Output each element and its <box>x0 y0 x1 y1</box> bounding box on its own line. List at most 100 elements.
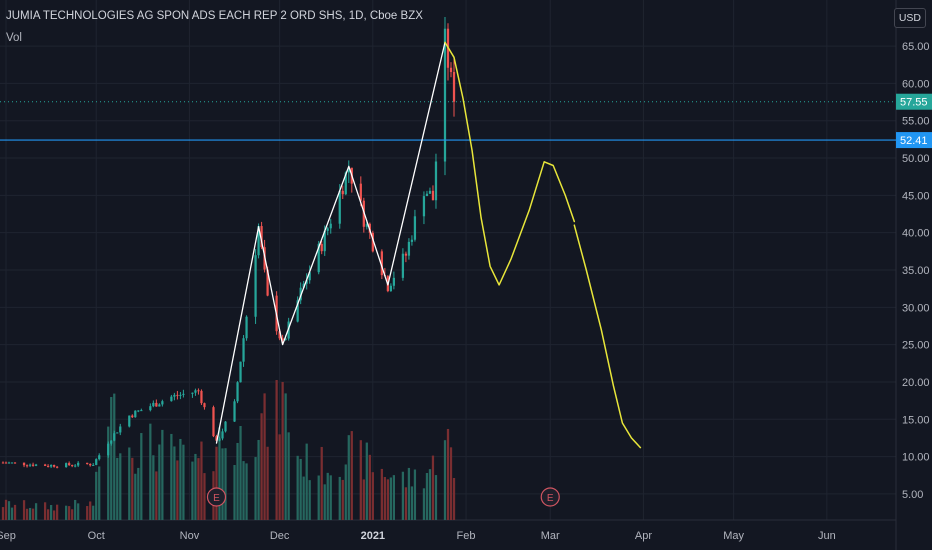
volume-bar <box>22 500 26 520</box>
volume-bar <box>329 475 332 520</box>
volume-bar <box>302 476 305 520</box>
price-tick-label: 30.00 <box>902 302 930 314</box>
candle-body <box>305 280 308 284</box>
candle-body <box>197 390 200 392</box>
volume-bar <box>1 507 5 520</box>
price-tick-label: 40.00 <box>902 228 930 240</box>
time-tick-label: 2021 <box>361 530 385 542</box>
volume-bar <box>200 441 203 520</box>
earnings-marker-circle <box>206 487 227 507</box>
volume-label: Vol <box>6 32 22 44</box>
price-tick-label: 50.00 <box>902 153 930 165</box>
volume-bar <box>365 442 368 520</box>
volume-bar <box>341 479 344 520</box>
candle-body <box>380 251 383 276</box>
candle-body <box>407 241 411 256</box>
candle-body <box>260 226 263 248</box>
volume-bar <box>215 446 218 520</box>
candle-body <box>140 410 143 412</box>
volume-bar <box>263 393 266 520</box>
candle-body <box>158 404 161 407</box>
candle-body <box>152 402 155 407</box>
candle-body <box>182 393 185 395</box>
volume-bar <box>113 393 116 520</box>
last-price-label-bg <box>896 93 932 110</box>
candle-body <box>13 462 17 464</box>
volume-bar <box>218 427 221 520</box>
price-tick-label: 35.00 <box>902 265 930 277</box>
volume-bar <box>116 457 119 520</box>
volume-bar <box>224 448 227 520</box>
candle-body <box>242 338 245 362</box>
candle-body <box>155 402 158 407</box>
candle-body <box>392 277 396 286</box>
volume-bar <box>350 431 353 520</box>
candle-body <box>257 226 260 256</box>
volume-bar <box>86 506 89 520</box>
volume-bar <box>299 458 302 520</box>
volume-bar <box>134 473 137 520</box>
candle-body <box>329 223 332 229</box>
volume-bar <box>56 504 59 520</box>
volume-bar <box>191 461 194 520</box>
volume-bar <box>173 446 176 520</box>
candle-body <box>344 172 347 195</box>
volume-bar <box>31 508 35 520</box>
candle-body <box>131 415 134 418</box>
time-tick-label: Apr <box>635 530 652 542</box>
candle-body <box>233 401 236 422</box>
volume-bar <box>245 463 248 520</box>
candle-body <box>74 465 77 467</box>
volume-bar <box>404 487 408 520</box>
volume-bar <box>49 505 53 520</box>
candle-body <box>161 401 164 405</box>
candle-body <box>89 464 92 466</box>
volume-bar <box>92 505 95 520</box>
currency-button[interactable]: USD <box>893 8 926 28</box>
volume-bar <box>362 479 365 520</box>
volume-bar <box>179 438 182 520</box>
volume-bar <box>25 508 29 520</box>
volume-bar <box>284 393 287 520</box>
candle-body <box>281 338 284 340</box>
volume-bar <box>194 453 197 520</box>
candle-body <box>422 196 426 217</box>
volume-bar <box>71 509 74 520</box>
volume-bar <box>233 465 236 520</box>
time-tick-label: Nov <box>180 530 200 542</box>
candle-body <box>137 410 140 412</box>
candle-body <box>212 407 215 437</box>
volume-bar <box>443 440 447 520</box>
time-tick-label: Dec <box>270 530 290 542</box>
earnings-marker[interactable]: E <box>206 487 227 507</box>
volume-bar <box>410 486 414 520</box>
candle-body <box>320 243 323 252</box>
forecast-yellow-1 <box>444 41 576 286</box>
volume-bar <box>281 381 284 520</box>
volume-bar <box>4 499 8 520</box>
candle-body <box>347 167 350 173</box>
volume-bar <box>317 475 320 520</box>
candle-body <box>191 392 194 394</box>
candle-body <box>4 462 8 464</box>
price-axis: 5.00 10.00 15.00 20.00 25.00 30.00 35.00 40.00 4… <box>902 41 930 501</box>
candle-body <box>365 223 368 227</box>
price-tick-label: 60.00 <box>902 78 930 90</box>
earnings-marker[interactable]: E <box>540 487 560 507</box>
volume-bar <box>320 446 323 520</box>
candle-body <box>452 72 456 102</box>
candle-body <box>128 415 131 427</box>
candle-body <box>10 462 14 464</box>
volume-bar <box>203 473 206 520</box>
candle-body <box>179 394 182 396</box>
volume-bar <box>446 428 450 520</box>
zigzag-white <box>215 41 446 444</box>
candle-body <box>170 396 173 402</box>
candle-body <box>434 161 438 201</box>
candle-body <box>317 243 320 273</box>
candle-body <box>43 464 47 466</box>
earnings-marker-label: E <box>213 493 220 504</box>
volume-bar <box>407 467 411 520</box>
candle-body <box>7 462 11 464</box>
